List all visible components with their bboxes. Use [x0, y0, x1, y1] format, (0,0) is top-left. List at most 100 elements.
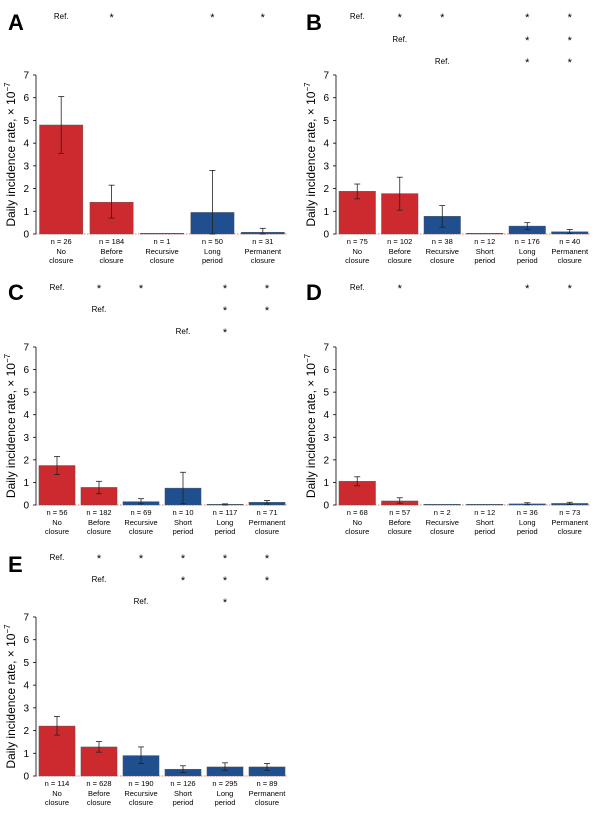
- y-tick-label: 1: [323, 207, 329, 218]
- n-label: n = 126: [170, 779, 195, 788]
- category-label: closure: [87, 527, 111, 536]
- category-label: closure: [388, 256, 412, 265]
- category-label: Recursive: [426, 247, 459, 256]
- y-tick-label: 0: [323, 230, 329, 241]
- significance-star: *: [97, 283, 102, 295]
- y-tick-label: 3: [323, 433, 329, 444]
- y-tick-label: 4: [23, 410, 29, 421]
- significance-star: *: [139, 283, 144, 295]
- significance-star: *: [525, 283, 530, 295]
- y-tick-label: 3: [23, 433, 29, 444]
- panel-letter: A: [8, 10, 24, 35]
- significance-star: *: [181, 575, 186, 587]
- category-label: closure: [345, 527, 369, 536]
- y-tick-label: 0: [23, 230, 29, 241]
- significance-star: *: [525, 35, 530, 47]
- category-label: Long: [519, 518, 536, 527]
- category-label: Recursive: [124, 789, 157, 798]
- y-tick-label: 2: [23, 184, 29, 195]
- y-tick-label: 6: [23, 93, 29, 104]
- y-tick-label: 0: [323, 501, 329, 512]
- ref-label: Ref.: [134, 597, 149, 606]
- significance-star: *: [440, 12, 445, 24]
- ref-label: Ref.: [92, 305, 107, 314]
- significance-star: *: [568, 57, 573, 69]
- category-label: No: [56, 247, 66, 256]
- ref-label: Ref.: [392, 35, 407, 44]
- y-tick-label: 2: [323, 184, 329, 195]
- y-tick-label: 4: [23, 681, 29, 692]
- category-label: Before: [101, 247, 123, 256]
- category-label: Recursive: [145, 247, 178, 256]
- n-label: n = 68: [347, 508, 368, 517]
- category-label: closure: [150, 256, 174, 265]
- category-label: Short: [476, 247, 495, 256]
- ref-label: Ref.: [50, 283, 65, 292]
- significance-star: *: [223, 327, 228, 339]
- significance-star: *: [139, 553, 144, 565]
- y-tick-label: 5: [23, 658, 29, 669]
- category-label: period: [474, 256, 495, 265]
- category-label: closure: [129, 798, 153, 807]
- category-label: Long: [217, 518, 234, 527]
- category-label: closure: [558, 527, 582, 536]
- ref-label: Ref.: [92, 575, 107, 584]
- y-axis-label: Daily incidence rate, × 10−7: [303, 353, 318, 498]
- n-label: n = 57: [389, 508, 410, 517]
- category-label: closure: [345, 256, 369, 265]
- category-label: closure: [49, 256, 73, 265]
- y-tick-label: 7: [323, 71, 329, 82]
- y-tick-label: 6: [23, 365, 29, 376]
- n-label: n = 36: [517, 508, 538, 517]
- ref-label: Ref.: [435, 57, 450, 66]
- category-label: closure: [251, 256, 275, 265]
- y-axis-label: Daily incidence rate, × 10−7: [3, 82, 18, 227]
- y-tick-label: 6: [323, 365, 329, 376]
- category-label: Before: [389, 247, 411, 256]
- category-label: period: [474, 527, 495, 536]
- y-tick-label: 4: [323, 410, 329, 421]
- category-label: period: [215, 527, 236, 536]
- panel-letter: C: [8, 280, 24, 305]
- category-label: Before: [88, 518, 110, 527]
- panel-letter: B: [306, 10, 322, 35]
- n-label: n = 102: [387, 237, 412, 246]
- y-tick-label: 2: [23, 455, 29, 466]
- n-label: n = 10: [172, 508, 193, 517]
- n-label: n = 295: [212, 779, 237, 788]
- n-label: n = 31: [252, 237, 273, 246]
- n-label: n = 12: [474, 237, 495, 246]
- y-tick-label: 4: [323, 139, 329, 150]
- y-tick-label: 6: [23, 635, 29, 646]
- significance-star: *: [525, 12, 530, 24]
- n-label: n = 50: [202, 237, 223, 246]
- category-label: Before: [88, 789, 110, 798]
- y-axis-label: Daily incidence rate, × 10−7: [303, 82, 318, 227]
- n-label: n = 184: [99, 237, 124, 246]
- n-label: n = 89: [256, 779, 277, 788]
- y-tick-label: 1: [23, 478, 29, 489]
- category-label: Permanent: [249, 789, 287, 798]
- category-label: period: [173, 527, 194, 536]
- category-label: Permanent: [551, 518, 589, 527]
- ref-label: Ref.: [350, 283, 365, 292]
- significance-star: *: [223, 283, 228, 295]
- category-label: period: [517, 527, 538, 536]
- n-label: n = 56: [46, 508, 67, 517]
- category-label: closure: [45, 798, 69, 807]
- y-tick-label: 7: [323, 343, 329, 354]
- significance-star: *: [223, 597, 228, 609]
- n-label: n = 182: [86, 508, 111, 517]
- significance-star: *: [398, 12, 403, 24]
- ref-label: Ref.: [50, 553, 65, 562]
- significance-star: *: [265, 283, 270, 295]
- bar: [140, 232, 184, 235]
- n-label: n = 38: [432, 237, 453, 246]
- y-tick-label: 2: [23, 726, 29, 737]
- category-label: period: [517, 256, 538, 265]
- y-axis-label: Daily incidence rate, × 10−7: [3, 353, 18, 498]
- category-label: Permanent: [249, 518, 287, 527]
- bar: [423, 504, 461, 506]
- category-label: closure: [388, 527, 412, 536]
- significance-star: *: [261, 12, 266, 24]
